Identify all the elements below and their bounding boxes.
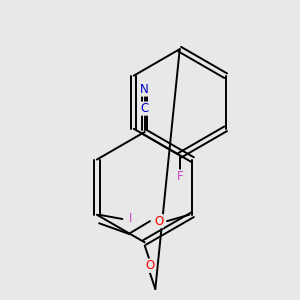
Text: O: O — [146, 259, 154, 272]
Text: F: F — [176, 170, 183, 183]
Text: O: O — [154, 214, 163, 228]
Text: I: I — [129, 212, 133, 226]
Text: C: C — [141, 102, 149, 115]
Text: N: N — [140, 83, 149, 96]
